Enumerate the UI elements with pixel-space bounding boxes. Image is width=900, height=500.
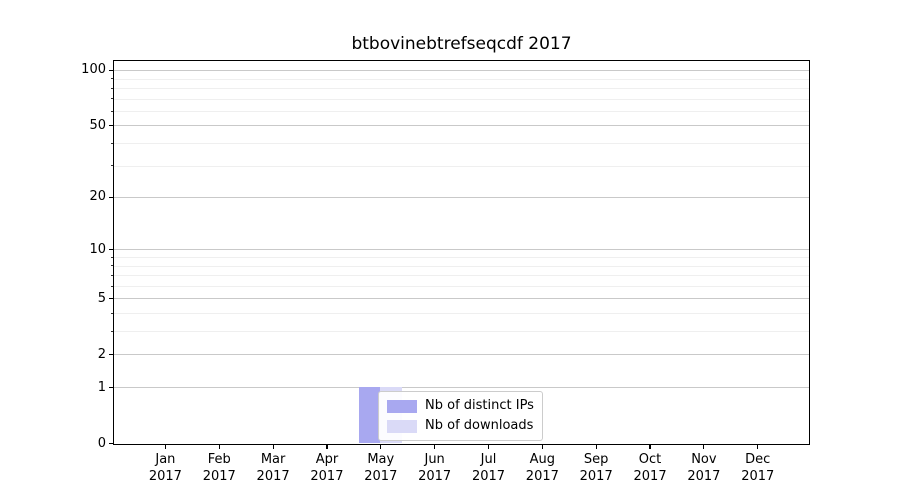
x-tick-label: Aug 2017: [502, 451, 582, 485]
y-minor-gridline: [114, 87, 809, 89]
x-tick-label: Oct 2017: [610, 451, 690, 485]
x-tick-label: Mar 2017: [233, 451, 313, 485]
y-minor-gridline: [114, 142, 809, 144]
y-minor-gridline: [114, 275, 809, 277]
x-tick-year: 2017: [148, 469, 182, 484]
x-tick-month: Jan: [155, 452, 176, 467]
y-major-gridline: [114, 298, 809, 300]
x-tick-year: 2017: [579, 469, 613, 484]
x-tick-month: May: [367, 452, 395, 467]
bar-distinct-ips: [358, 387, 381, 444]
x-tick-month: Jun: [424, 452, 445, 467]
x-tick-month: Feb: [207, 452, 231, 467]
x-tick-year: 2017: [202, 469, 236, 484]
x-tick-label: Nov 2017: [664, 451, 744, 485]
x-tick: [541, 445, 543, 449]
y-minor-gridline: [114, 110, 809, 112]
y-minor-gridline: [114, 265, 809, 267]
x-tick-month: Dec: [745, 452, 771, 467]
y-tick-label: 10: [89, 241, 106, 257]
y-tick-label: 5: [97, 290, 106, 306]
x-tick: [164, 445, 166, 449]
bars-layer: [114, 61, 809, 444]
legend-label-distinct-ips: Nb of distinct IPs: [425, 398, 534, 413]
y-minor-gridline: [114, 98, 809, 100]
x-tick-month: Apr: [315, 452, 339, 467]
legend-swatch-downloads: [387, 419, 417, 433]
x-tick-year: 2017: [418, 469, 452, 484]
x-tick-month: Sep: [583, 452, 609, 467]
legend-label-downloads: Nb of downloads: [425, 418, 534, 433]
x-tick-month: Oct: [638, 452, 662, 467]
legend-swatch-distinct-ips: [387, 399, 417, 413]
x-tick-label: Feb 2017: [179, 451, 259, 485]
y-major-gridline: [114, 197, 809, 199]
y-major-gridline: [114, 249, 809, 251]
y-major-gridline: [114, 387, 809, 389]
y-minor-gridline: [114, 331, 809, 333]
legend-entry-downloads: Nb of downloads: [387, 418, 534, 434]
x-tick-year: 2017: [741, 469, 775, 484]
y-minor-gridline: [114, 285, 809, 287]
y-tick-label: 50: [89, 117, 106, 133]
y-minor-gridline: [114, 165, 809, 167]
x-tick: [326, 445, 328, 449]
legend-entry-distinct-ips: Nb of distinct IPs: [387, 398, 534, 414]
y-major-gridline: [114, 70, 809, 72]
x-tick-year: 2017: [256, 469, 290, 484]
x-tick-month: Aug: [529, 452, 556, 467]
legend: Nb of distinct IPs Nb of downloads: [378, 391, 543, 441]
plot-area: Nb of distinct IPs Nb of downloads: [113, 60, 810, 445]
x-tick-label: Jan 2017: [125, 451, 205, 485]
x-tick-label: Sep 2017: [556, 451, 636, 485]
x-tick: [272, 445, 274, 449]
x-tick: [380, 445, 382, 449]
y-minor-gridline: [114, 78, 809, 80]
x-tick-year: 2017: [525, 469, 559, 484]
y-minor-gridline: [114, 257, 809, 259]
x-tick-label: Jul 2017: [449, 451, 529, 485]
y-minor-gridline: [114, 313, 809, 315]
y-tick-label: 1: [97, 379, 106, 395]
x-tick: [595, 445, 597, 449]
x-tick: [757, 445, 759, 449]
x-tick-year: 2017: [471, 469, 506, 484]
x-tick-label: Dec 2017: [718, 451, 798, 485]
y-tick-label: 0: [97, 435, 106, 451]
y-tick-label: 20: [89, 189, 106, 205]
x-tick-month: Jul: [480, 452, 497, 467]
x-tick-year: 2017: [687, 469, 721, 484]
y-tick-label: 100: [81, 62, 106, 78]
x-tick-year: 2017: [364, 469, 398, 484]
x-tick-month: Mar: [260, 452, 286, 467]
x-tick-label: Jun 2017: [395, 451, 475, 485]
x-tick: [703, 445, 705, 449]
x-tick-label: May 2017: [341, 451, 421, 485]
y-major-gridline: [114, 354, 809, 356]
x-tick: [649, 445, 651, 449]
y-major-gridline: [114, 125, 809, 127]
y-tick-label: 2: [97, 346, 106, 362]
x-tick-month: Nov: [691, 452, 717, 467]
x-tick: [487, 445, 490, 449]
x-tick: [434, 445, 436, 449]
gridlines-layer: [114, 61, 809, 444]
x-tick-year: 2017: [310, 469, 344, 484]
x-tick-year: 2017: [633, 469, 667, 484]
x-tick: [218, 445, 220, 449]
x-tick-label: Apr 2017: [287, 451, 367, 485]
chart-title: btbovinebtrefseqcdf 2017: [351, 34, 572, 54]
